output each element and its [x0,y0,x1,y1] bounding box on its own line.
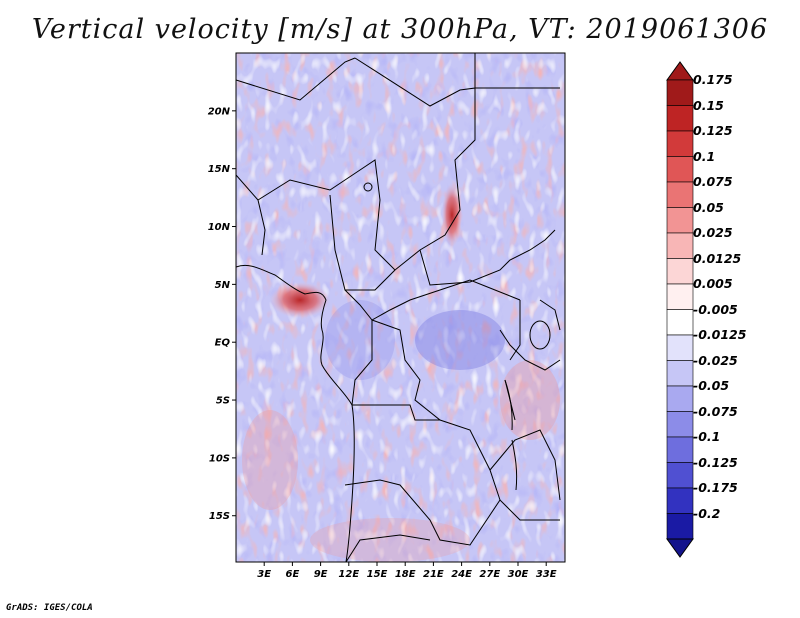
lon-tick-label: 9E [314,569,328,580]
updraft-core-cameroon [270,282,330,318]
lon-tick-label: 30E [508,569,529,580]
lon-tick-label: 12E [338,569,359,580]
colorbar-swatch [666,411,694,438]
lakes [363,182,551,491]
lat-tick-label: EQ [215,338,231,349]
colorbar-swatch [666,130,694,157]
colorbar-level-label: -0.1 [693,429,721,444]
colorbar-swatch [666,232,694,259]
colorbar-swatch [666,513,694,540]
country-borders [236,53,561,562]
colorbar-swatch [666,334,694,361]
colorbar-level-label: -0.0125 [693,327,747,342]
colorbar-top-arrow [666,61,694,81]
map-title: Vertical velocity [m/s] at 300hPa, VT: 2… [31,14,769,45]
lon-tick-label: 3E [257,569,271,580]
latitude-axis: 20N 15N 10N 5N EQ 5S 10S 15S [208,106,236,522]
lat-tick-label: 5N [215,280,231,291]
lon-tick-label: 27E [479,569,500,580]
colorbar-level-label: 0.15 [693,97,724,113]
lon-tick-label: 33E [536,569,557,580]
colorbar-level-label: 0.1 [693,148,716,164]
colorbar-level-label: 0.025 [693,225,733,240]
colorbar-swatch [666,309,694,336]
colorbar-level-label: -0.125 [693,454,738,470]
colorbar-swatch [666,181,694,208]
lat-tick-label: 10N [208,222,231,233]
lon-tick-label: 18E [395,569,416,580]
colorbar-level-label: -0.175 [693,480,738,495]
colorbar-level-label: 0.0125 [693,250,742,266]
colorbar-swatch [666,462,694,489]
colorbar-swatch [666,436,694,463]
velocity-field [236,53,565,562]
map-frame [235,52,566,563]
colorbar-swatch [666,487,694,514]
colorbar-level-label: 0.05 [693,199,724,215]
colorbar-level-label: 0.075 [693,174,733,189]
lat-tick-label: 10S [209,453,230,464]
colorbar-swatch [666,283,694,310]
lat-tick-label: 5S [216,396,230,407]
colorbar-level-label: -0.075 [693,403,738,419]
colorbar-level-label: -0.005 [693,301,738,317]
colorbar-level-label: 0.125 [693,123,733,138]
colorbar-level-label: -0.05 [693,378,730,393]
colorbar-swatch [666,207,694,234]
colorbar-swatch [666,258,694,285]
lat-tick-label: 15N [208,164,231,175]
updraft-core-sudan [442,183,462,247]
lon-tick-label: 15E [367,569,388,580]
colorbar-bottom-arrow [666,538,694,558]
lat-tick-label: 20N [208,106,231,117]
colorbar-swatch [666,156,694,183]
lon-tick-label: 24E [451,569,472,580]
longitude-axis: 3E 6E 9E 12E 15E 18E 21E 24E 27E 30E 33E [257,562,557,580]
colorbar-level-label: 0.005 [693,276,733,291]
colorbar-level-label: -0.025 [693,352,738,368]
lon-tick-label: 21E [423,569,444,580]
lat-tick-label: 15S [209,511,230,522]
colorbar-swatch [666,360,694,387]
lon-tick-label: 6E [286,569,300,580]
colorbar-swatch [666,105,694,132]
colorbar-level-label: 0.175 [693,72,733,87]
grads-credit: GrADS: IGES/COLA [6,603,93,613]
colorbar-swatch [666,79,694,106]
colorbar-level-label: -0.2 [693,505,721,521]
colorbar-swatch [666,385,694,412]
colorbar [666,61,694,558]
